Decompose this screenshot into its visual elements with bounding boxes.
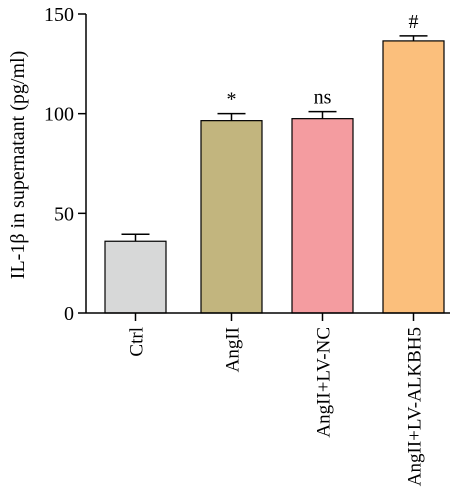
bar [104,240,167,314]
significance-label: # [409,11,419,33]
y-axis: 0 50 100 150 [44,4,87,325]
y-tick-label: 0 [64,303,74,325]
x-tick-label: AngII+LV-ALKBH5 [405,327,426,486]
bar [291,118,354,314]
x-tick-label: AngII [223,327,244,372]
y-tick-label: 150 [44,4,74,26]
x-tick-label: AngII+LV-NC [314,327,335,438]
bar [200,120,263,314]
significance-label: * [227,89,237,111]
y-axis-title: IL-1β in supernatant (pg/ml) [7,51,29,279]
y-tick-label: 100 [44,104,74,126]
x-tick-label: Ctrl [127,327,148,357]
bar [382,40,445,314]
bars-group: * ns # [104,11,445,314]
significance-label: ns [314,87,332,109]
x-axis: Ctrl AngII AngII+LV-NC AngII+LV-ALKBH5 [86,312,450,486]
y-tick-label: 50 [54,203,74,225]
